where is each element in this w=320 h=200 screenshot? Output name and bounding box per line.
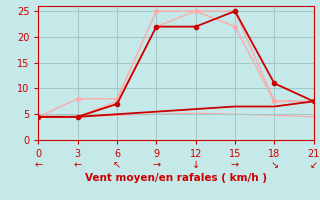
Text: →: → xyxy=(152,160,160,170)
Text: →: → xyxy=(231,160,239,170)
Text: ↓: ↓ xyxy=(192,160,200,170)
Text: ↘: ↘ xyxy=(270,160,278,170)
Text: ←: ← xyxy=(74,160,82,170)
Text: ↙: ↙ xyxy=(309,160,318,170)
X-axis label: Vent moyen/en rafales ( km/h ): Vent moyen/en rafales ( km/h ) xyxy=(85,173,267,183)
Text: ↖: ↖ xyxy=(113,160,121,170)
Text: ←: ← xyxy=(34,160,43,170)
